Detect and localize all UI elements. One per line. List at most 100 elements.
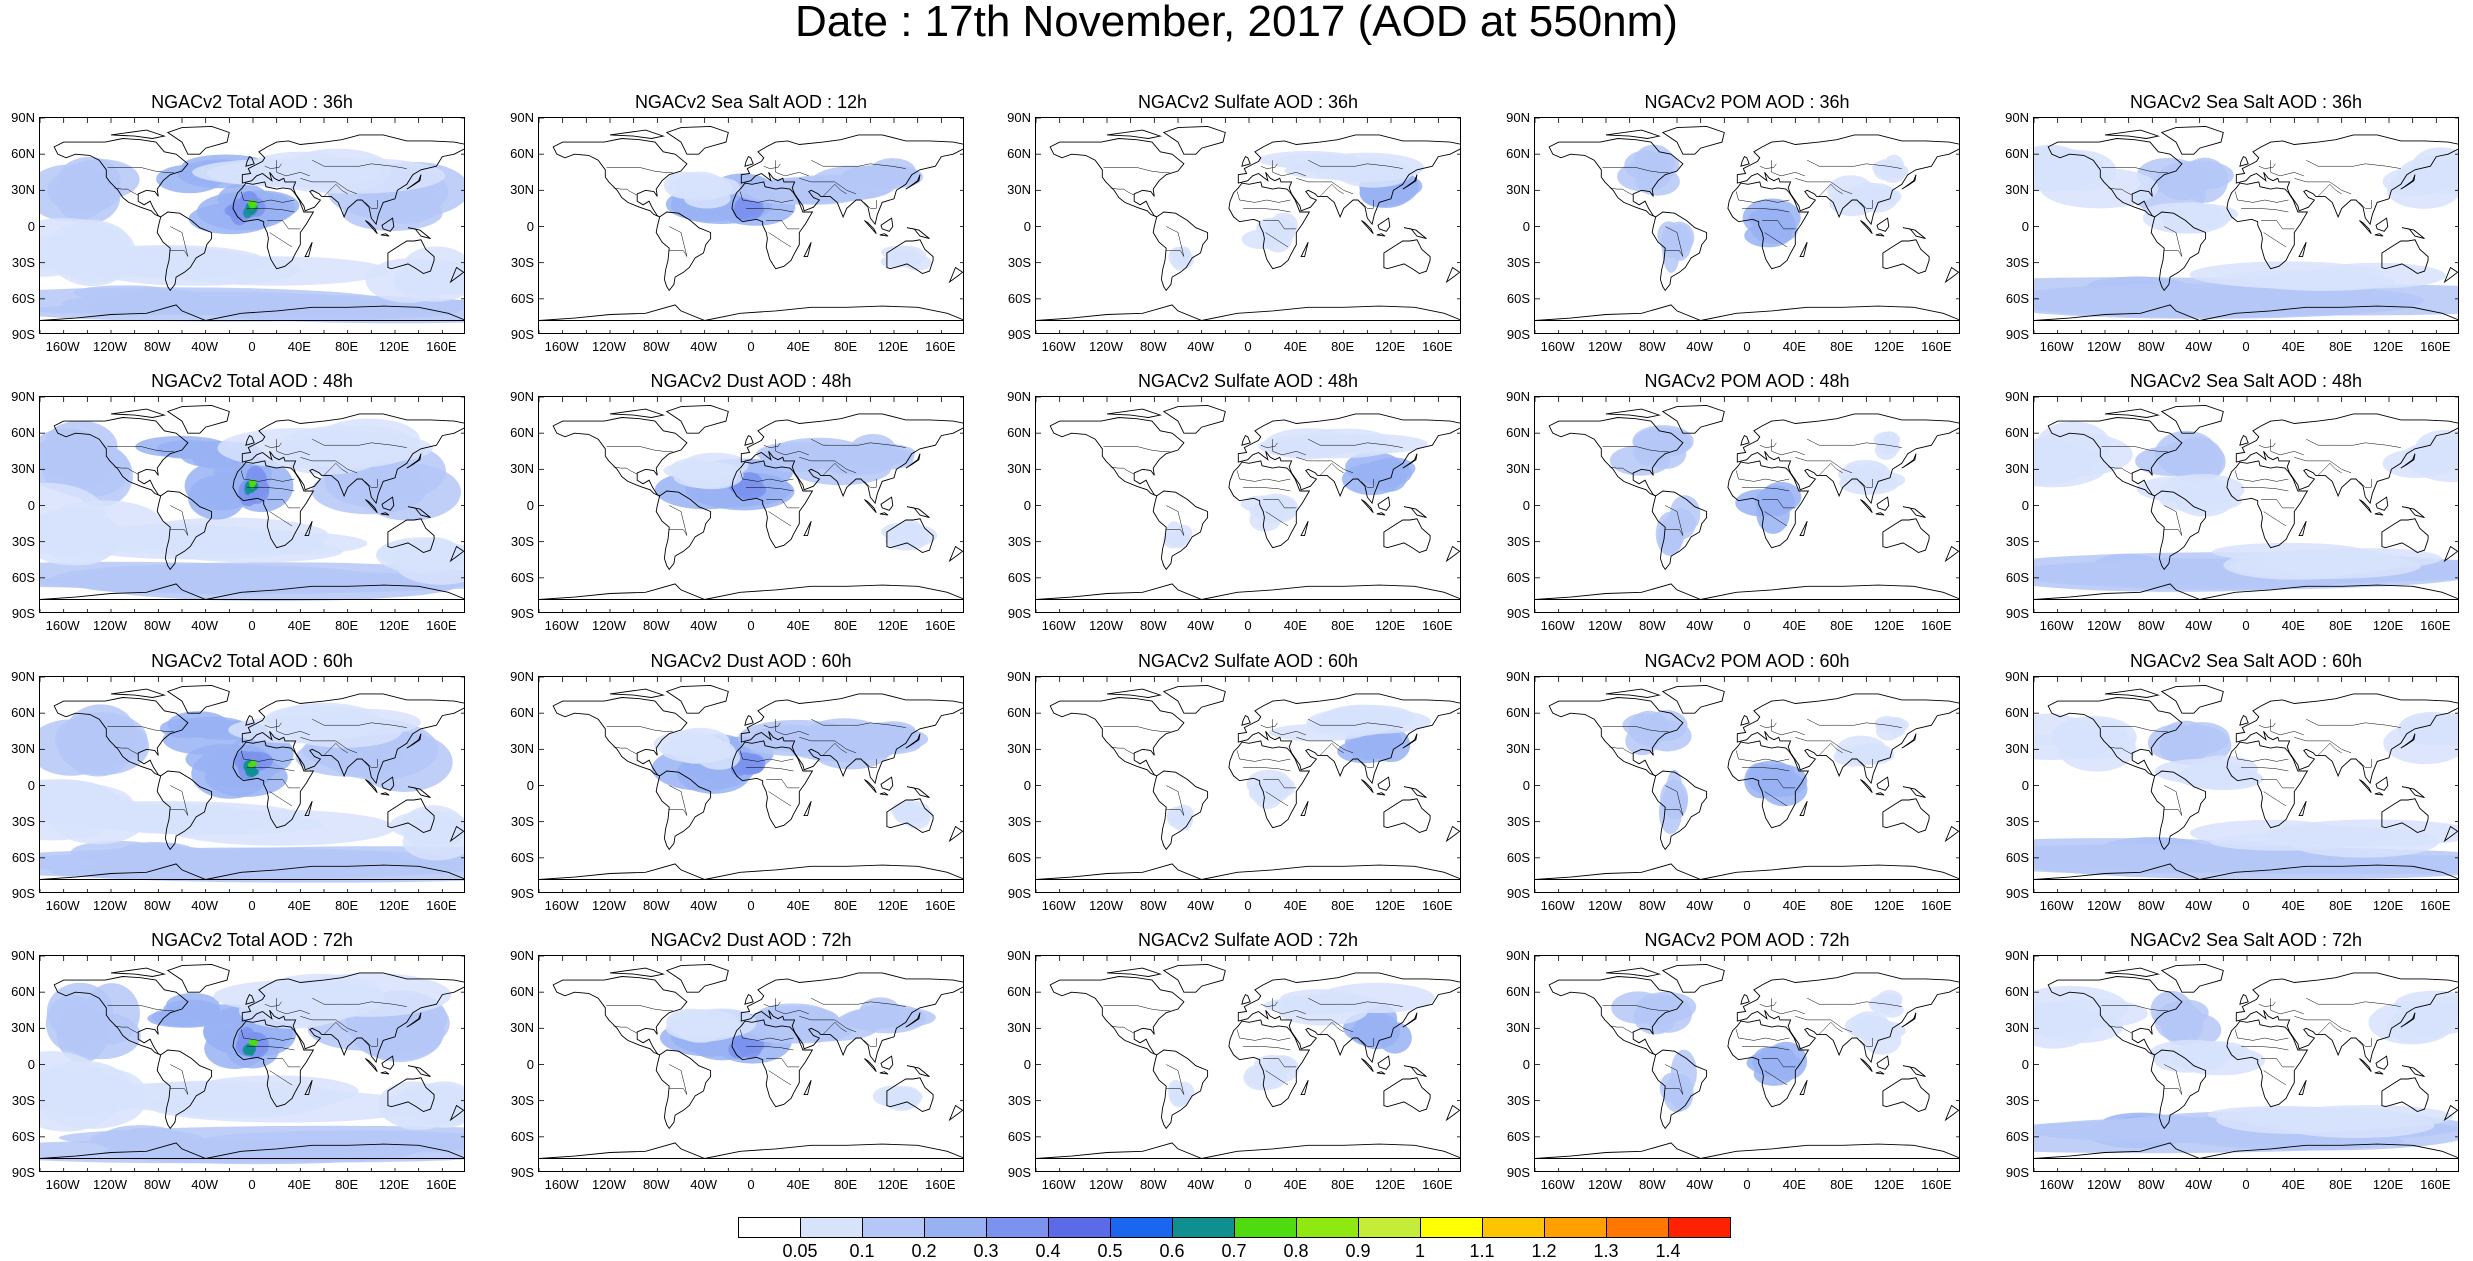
aod-field-patch [2034, 144, 2087, 192]
coastline [1727, 460, 1810, 549]
country-border [811, 997, 906, 1007]
coastline [53, 417, 189, 497]
country-border [2317, 462, 2342, 476]
latitude-label: 90S [1007, 327, 1031, 342]
coastline [948, 825, 963, 843]
latitude-label: 60N [11, 146, 35, 162]
country-border [613, 746, 638, 755]
coastline [803, 1079, 812, 1096]
aod-map-panel [1534, 676, 1960, 893]
latitude-label: 30N [510, 1020, 534, 1036]
panel-title: NGACv2 Total AOD : 60h [151, 651, 353, 671]
coastline [387, 798, 435, 833]
country-border [864, 479, 877, 488]
coastline [1860, 779, 1873, 794]
country-border [1795, 457, 1853, 474]
coastline [449, 545, 464, 563]
aod-field-patch [151, 1006, 222, 1027]
latitude-label: 60S [1007, 1128, 1031, 1144]
aod-field-patch [1349, 1021, 1390, 1047]
country-border [1665, 226, 1684, 257]
coastline [304, 1079, 313, 1096]
coastline [1383, 518, 1431, 553]
latitude-label: 60S [1506, 849, 1530, 865]
aod-map-panel [2033, 117, 2459, 334]
coastline [2298, 1079, 2307, 1096]
latitude-label: 0 [2021, 218, 2029, 234]
coastline [1445, 266, 1460, 284]
country-border [2108, 1025, 2133, 1034]
country-border [2258, 442, 2276, 448]
coastline [232, 1019, 315, 1108]
latitude-label: 60S [510, 849, 534, 865]
aod-field-patch [1162, 531, 1182, 549]
country-border [2317, 742, 2342, 756]
coastline [2047, 417, 2183, 497]
longitude-label: 80E [2329, 618, 2353, 633]
longitude-label: 160E [925, 898, 956, 913]
aod-field [2034, 711, 2458, 880]
latitude-label: 90S [2005, 606, 2029, 621]
longitude-label: 120W [1588, 898, 1622, 913]
colorbar-swatch [1544, 1217, 1607, 1238]
coastline [365, 1058, 378, 1073]
longitude-label: 160E [426, 618, 457, 633]
coastline [166, 125, 230, 155]
coastline [1860, 220, 1873, 235]
longitude-label: 80W [143, 339, 171, 354]
coastline [1727, 1019, 1810, 1108]
coastline [2359, 1058, 2372, 1073]
longitude-label: 40E [786, 898, 810, 913]
coastline [1049, 976, 1185, 1056]
latitude-label: 0 [2021, 497, 2029, 513]
aod-field-patch [1171, 253, 1189, 271]
coastline [2401, 506, 2425, 519]
country-border [763, 163, 781, 169]
coastline [1876, 1055, 1890, 1070]
country-border [247, 767, 295, 772]
country-border [2241, 767, 2289, 772]
coastline [886, 239, 934, 274]
aod-field-patch [255, 973, 385, 1021]
country-border [1764, 1070, 1788, 1086]
aod-field-patch [734, 478, 763, 500]
longitude-label: 40E [1782, 898, 1806, 913]
world-map [40, 677, 464, 892]
coastline [1860, 1058, 1873, 1073]
longitude-label: 160W [1540, 339, 1575, 354]
coastline [1241, 714, 1251, 726]
latitude-label: 90S [1007, 886, 1031, 901]
latitude-label: 0 [1522, 497, 1530, 513]
latitude-label: 0 [1023, 777, 1031, 793]
coastline [905, 1012, 921, 1028]
country-border [323, 742, 348, 756]
country-border [276, 160, 310, 177]
coastline [905, 453, 921, 469]
coastline [1740, 155, 1750, 167]
coastline [740, 972, 963, 1064]
country-border [2108, 187, 2133, 196]
country-border [1742, 767, 1790, 772]
aod-field [659, 997, 936, 1112]
coastline [2235, 413, 2458, 505]
country-border [2108, 746, 2133, 755]
coastline [2400, 733, 2416, 749]
aod-field-patch [45, 994, 97, 1052]
latitude-label: 30N [2005, 741, 2029, 757]
world-map [1535, 956, 1959, 1171]
coastline [1361, 779, 1374, 794]
latitude-label: 90N [2005, 669, 2029, 684]
colorbar-swatch [1358, 1217, 1421, 1238]
longitude-label: 40W [2185, 618, 2213, 633]
latitude-label: 90S [11, 886, 35, 901]
latitude-label: 60N [11, 984, 35, 1000]
coastline [2443, 266, 2458, 284]
latitude-label: 60N [510, 705, 534, 721]
coastline [110, 129, 167, 139]
country-border [606, 446, 673, 452]
coastline [1548, 976, 1684, 1056]
country-border [264, 163, 282, 169]
aod-field-patch [1337, 739, 1394, 764]
coastline [2375, 776, 2389, 791]
country-border [606, 726, 673, 732]
